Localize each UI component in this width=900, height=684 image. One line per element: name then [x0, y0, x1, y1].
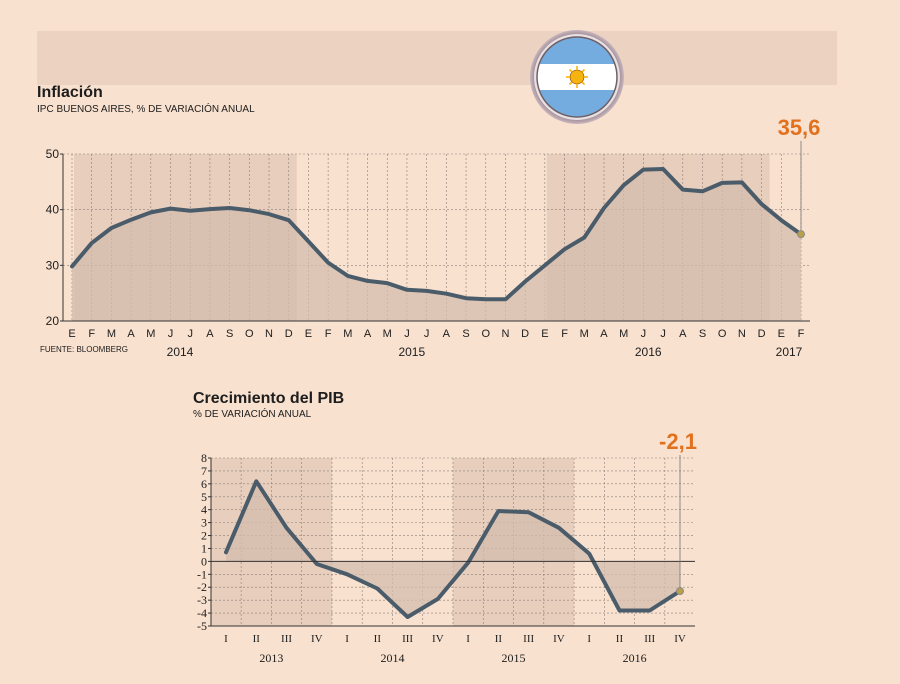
- x-tick-label: I: [587, 633, 591, 645]
- y-tick-label: 1: [201, 541, 207, 555]
- x-tick-label: I: [466, 633, 470, 645]
- y-tick-label: -4: [197, 606, 207, 620]
- year-label: 2015: [502, 651, 526, 665]
- x-tick-label: J: [168, 328, 174, 340]
- y-tick-label: 0: [201, 554, 207, 568]
- x-tick-label: S: [226, 328, 233, 340]
- x-tick-label: I: [345, 633, 349, 645]
- year-label: 2014: [380, 651, 404, 665]
- y-tick-label: 8: [201, 451, 207, 465]
- x-tick-label: E: [305, 328, 312, 340]
- gdp-chart-subtitle: % DE VARIACIÓN ANUAL: [193, 407, 312, 420]
- x-tick-label: A: [443, 328, 451, 340]
- inflation-callout-value: 35,6: [778, 115, 821, 140]
- year-label: 2015: [398, 345, 425, 359]
- y-tick-label: 5: [201, 490, 207, 504]
- x-tick-label: O: [245, 328, 254, 340]
- x-tick-label: E: [541, 328, 548, 340]
- x-tick-label: IV: [553, 633, 565, 645]
- x-tick-label: S: [699, 328, 706, 340]
- x-tick-label: E: [68, 328, 75, 340]
- x-tick-label: A: [600, 328, 608, 340]
- y-tick-label: -5: [197, 619, 207, 633]
- x-tick-label: A: [206, 328, 214, 340]
- year-label: 2017: [776, 345, 803, 359]
- sun-icon: [566, 66, 588, 88]
- x-tick-label: M: [383, 328, 392, 340]
- x-tick-label: M: [580, 328, 589, 340]
- x-tick-label: M: [343, 328, 352, 340]
- argentina-flag-icon: [530, 30, 624, 124]
- x-tick-label: F: [561, 328, 568, 340]
- x-tick-label: F: [325, 328, 332, 340]
- x-tick-label: N: [265, 328, 273, 340]
- y-tick-label: 3: [201, 516, 207, 530]
- x-tick-label: II: [616, 633, 624, 645]
- y-tick-label: 50: [46, 147, 60, 161]
- x-tick-label: III: [523, 633, 534, 645]
- gdp-line: [224, 479, 682, 619]
- y-tick-label: -1: [197, 567, 207, 581]
- x-tick-label: F: [798, 328, 805, 340]
- year-label: 2016: [623, 651, 647, 665]
- x-tick-label: IV: [311, 633, 323, 645]
- y-tick-label: -2: [197, 580, 207, 594]
- x-tick-label: II: [495, 633, 503, 645]
- x-tick-label: M: [107, 328, 116, 340]
- y-tick-label: 20: [46, 314, 60, 328]
- x-tick-label: A: [679, 328, 687, 340]
- header-band: [37, 31, 837, 85]
- x-tick-label: II: [374, 633, 382, 645]
- x-tick-label: III: [402, 633, 413, 645]
- inflation-last-point: [797, 230, 805, 239]
- x-tick-label: IV: [674, 633, 686, 645]
- x-tick-label: M: [146, 328, 155, 340]
- y-tick-label: -3: [197, 593, 207, 607]
- x-tick-label: IV: [432, 633, 444, 645]
- x-tick-label: J: [424, 328, 430, 340]
- x-tick-label: D: [521, 328, 529, 340]
- x-tick-label: O: [718, 328, 727, 340]
- gdp-area: [226, 481, 680, 617]
- x-tick-label: J: [641, 328, 647, 340]
- x-tick-label: M: [619, 328, 628, 340]
- y-tick-label: 4: [201, 503, 207, 517]
- year-label: 2014: [167, 345, 194, 359]
- gdp-chart: Crecimiento del PIB % DE VARIACIÓN ANUAL…: [193, 390, 697, 665]
- gdp-last-point: [676, 587, 684, 596]
- x-tick-label: III: [644, 633, 655, 645]
- inflation-chart-subtitle: IPC BUENOS AIRES, % DE VARIACIÓN ANUAL: [37, 102, 255, 115]
- inflation-source: FUENTE: BLOOMBERG: [40, 345, 128, 354]
- x-tick-label: N: [501, 328, 509, 340]
- x-tick-label: A: [127, 328, 135, 340]
- x-tick-label: I: [224, 633, 228, 645]
- inflation-chart-title: Inflación: [37, 84, 103, 101]
- x-tick-label: S: [462, 328, 469, 340]
- x-tick-label: D: [758, 328, 766, 340]
- y-tick-label: 30: [46, 258, 60, 272]
- inflation-area: [72, 169, 801, 321]
- x-tick-label: A: [364, 328, 372, 340]
- y-tick-label: 2: [201, 529, 207, 543]
- y-tick-label: 40: [46, 203, 60, 217]
- x-tick-label: D: [285, 328, 293, 340]
- x-tick-label: III: [281, 633, 292, 645]
- y-tick-label: 6: [201, 477, 207, 491]
- x-tick-label: J: [660, 328, 666, 340]
- gdp-chart-title: Crecimiento del PIB: [193, 390, 344, 407]
- x-tick-label: J: [187, 328, 193, 340]
- year-label: 2016: [635, 345, 662, 359]
- gdp-callout-value: -2,1: [659, 429, 697, 454]
- x-tick-label: F: [88, 328, 95, 340]
- x-tick-label: E: [778, 328, 785, 340]
- x-tick-label: O: [481, 328, 490, 340]
- x-tick-label: II: [253, 633, 261, 645]
- x-tick-label: N: [738, 328, 746, 340]
- year-label: 2013: [259, 651, 283, 665]
- inflation-line: [70, 167, 803, 302]
- x-tick-label: J: [404, 328, 410, 340]
- inflation-chart: Inflación IPC BUENOS AIRES, % DE VARIACI…: [37, 84, 820, 359]
- y-tick-label: 7: [201, 464, 207, 478]
